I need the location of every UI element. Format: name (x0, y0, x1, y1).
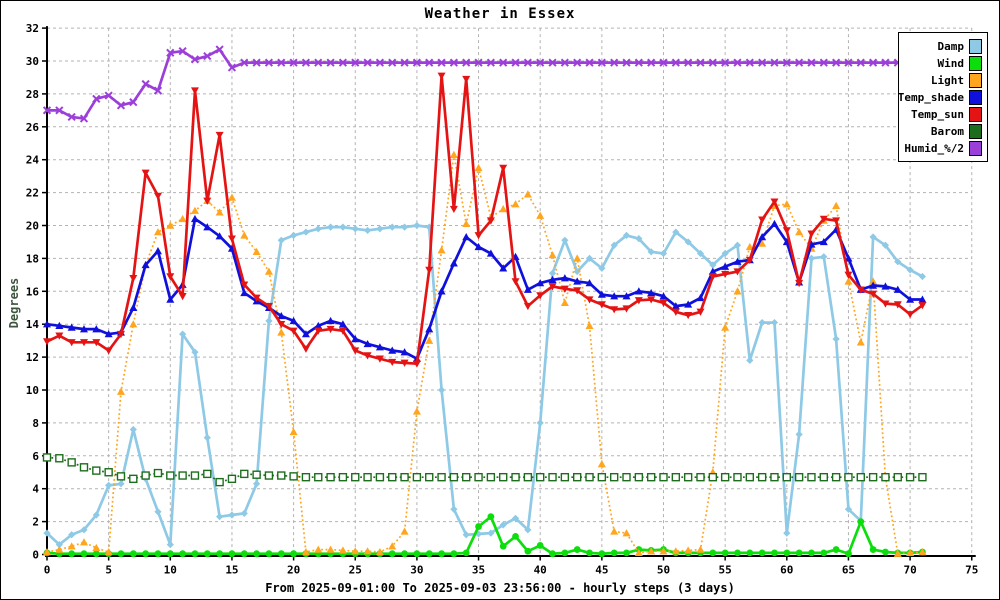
series-temp-sun (43, 72, 927, 368)
legend-label: Barom (930, 125, 964, 138)
legend-label: Damp (937, 40, 965, 53)
svg-text:6: 6 (32, 450, 39, 463)
svg-text:5: 5 (105, 564, 112, 577)
svg-text:60: 60 (780, 564, 793, 577)
svg-text:2: 2 (32, 516, 39, 529)
svg-text:30: 30 (26, 55, 39, 68)
legend-item: Temp_sun (904, 106, 982, 123)
svg-text:15: 15 (225, 564, 238, 577)
legend-item: Light (904, 72, 982, 89)
svg-text:0: 0 (32, 549, 39, 562)
series-light (43, 150, 927, 557)
legend-item: Humid_%/2 (904, 140, 982, 157)
x-axis-subtitle: From 2025-09-01:00 To 2025-09-03 23:56:0… (265, 581, 735, 595)
legend: Damp Wind Light Temp_shade Temp_sun Barom Humi… (898, 32, 988, 162)
legend-swatch-temp-sun (969, 107, 982, 122)
legend-swatch-temp-shade (969, 90, 982, 105)
svg-text:20: 20 (26, 220, 39, 233)
legend-label: Temp_sun (911, 108, 964, 121)
legend-swatch-wind (969, 56, 982, 71)
svg-text:18: 18 (26, 252, 39, 265)
svg-text:50: 50 (657, 564, 670, 577)
svg-text:45: 45 (595, 564, 608, 577)
svg-text:26: 26 (26, 121, 40, 134)
svg-text:65: 65 (842, 564, 855, 577)
series-barom (42, 453, 927, 487)
svg-text:8: 8 (32, 417, 39, 430)
svg-text:40: 40 (534, 564, 547, 577)
svg-text:32: 32 (26, 22, 39, 35)
legend-swatch-humid-2 (969, 141, 982, 156)
svg-text:28: 28 (26, 88, 39, 101)
legend-swatch-barom (969, 124, 982, 139)
svg-text:20: 20 (287, 564, 300, 577)
svg-text:10: 10 (164, 564, 177, 577)
series-wind (43, 513, 926, 558)
svg-text:35: 35 (472, 564, 485, 577)
svg-text:22: 22 (26, 187, 39, 200)
svg-text:25: 25 (349, 564, 362, 577)
svg-text:70: 70 (903, 564, 916, 577)
legend-item: Wind (904, 55, 982, 72)
svg-text:0: 0 (44, 564, 51, 577)
svg-text:4: 4 (32, 483, 39, 496)
series-humid-2 (42, 45, 927, 123)
chart-title: Weather in Essex (424, 6, 576, 22)
svg-text:12: 12 (26, 351, 39, 364)
legend-label: Wind (937, 57, 965, 70)
legend-label: Humid_%/2 (904, 142, 964, 155)
legend-item: Damp (904, 38, 982, 55)
legend-item: Temp_shade (898, 89, 982, 106)
legend-item: Barom (904, 123, 982, 140)
svg-text:10: 10 (26, 384, 39, 397)
series-temp-shade (43, 214, 927, 362)
tick-labels: 0 5 10 15 20 25 30 35 40 45 50 55 60 65 70 750246810121… (26, 22, 979, 576)
svg-text:75: 75 (965, 564, 978, 577)
svg-text:14: 14 (26, 318, 40, 331)
svg-text:30: 30 (410, 564, 423, 577)
legend-label: Light (930, 74, 964, 87)
legend-swatch-light (969, 73, 982, 88)
legend-label: Temp_shade (897, 91, 964, 104)
svg-text:16: 16 (26, 285, 40, 298)
series-damp (43, 221, 927, 549)
svg-text:55: 55 (719, 564, 732, 577)
svg-text:24: 24 (26, 154, 40, 167)
legend-swatch-damp (969, 39, 982, 54)
